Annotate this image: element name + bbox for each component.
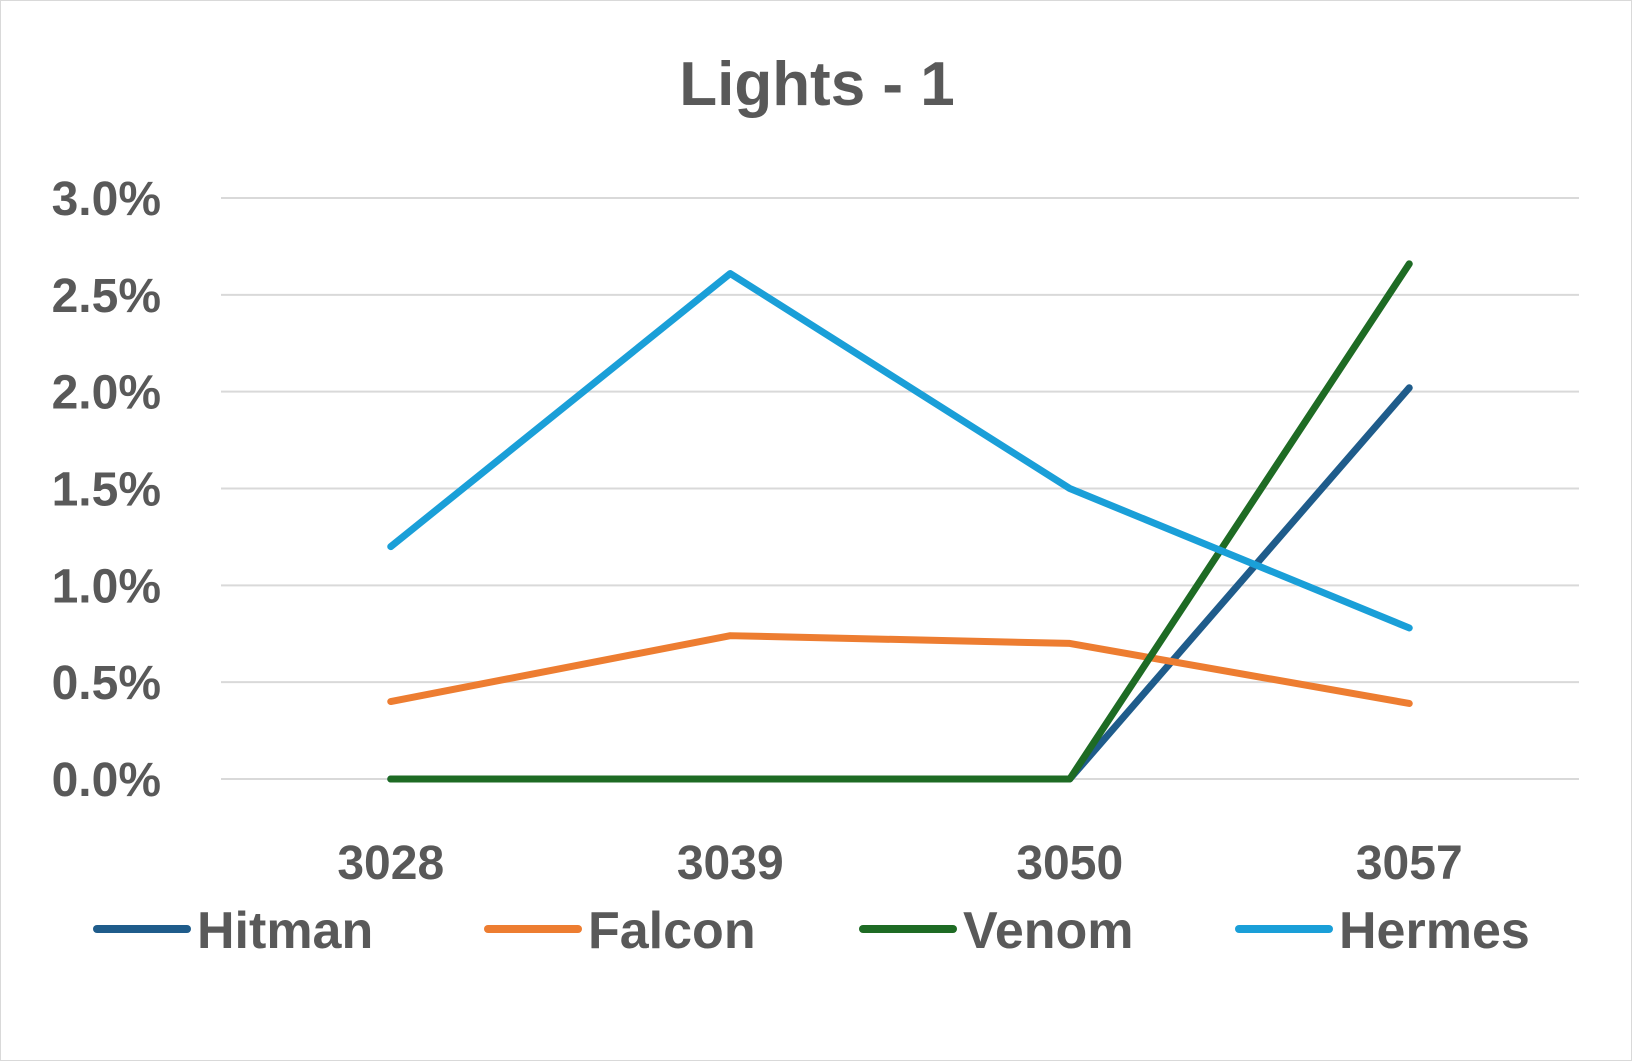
series-line-venom [387,260,1413,783]
legend-label: Hermes [1339,902,1530,960]
x-tick-label: 3057 [1356,837,1463,890]
series-line-hitman [387,384,1413,783]
y-tick-label: 3.0% [52,173,161,226]
legend-label: Venom [963,902,1134,960]
y-axis-ticks: 0.0% 0.5% 1.0% 1.5% 2.0% 2.5% 3.0% [52,173,161,807]
chart-title: Lights - 1 [679,50,955,119]
x-tick-label: 3050 [1016,837,1123,890]
y-tick-label: 0.0% [52,754,161,807]
legend-label: Falcon [588,902,756,960]
legend: Hitman Falcon Venom Hermes [93,902,1530,960]
legend-label: Hitman [197,902,373,960]
series-lines [387,260,1413,783]
y-tick-label: 0.5% [52,657,161,710]
x-tick-label: 3039 [677,837,784,890]
y-tick-label: 2.0% [52,367,161,420]
y-tick-label: 1.5% [52,464,161,517]
x-axis-ticks: 3028 3039 3050 3057 [337,837,1462,890]
series-line-hermes [387,270,1413,632]
gridlines [221,197,1579,780]
y-tick-label: 1.0% [52,560,161,613]
series-line-falcon [387,632,1413,707]
x-tick-label: 3028 [337,837,444,890]
y-tick-label: 2.5% [52,270,161,323]
